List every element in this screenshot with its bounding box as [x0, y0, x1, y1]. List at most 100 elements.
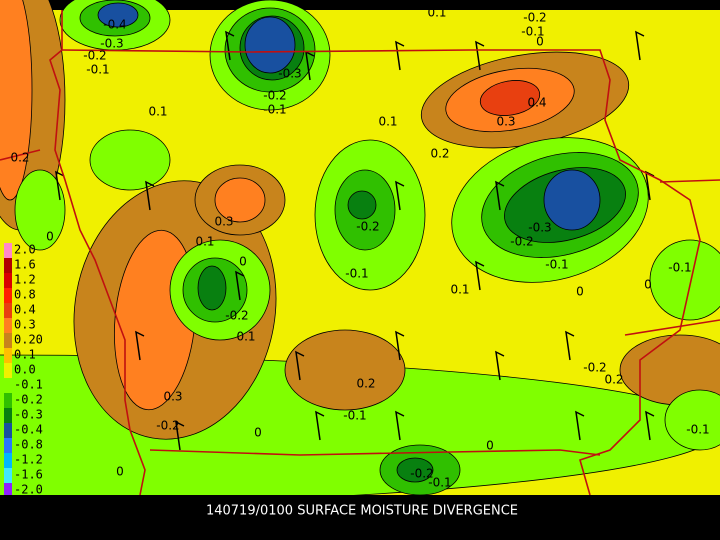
- color-label: -1.2: [14, 453, 43, 467]
- color-swatch: [4, 288, 12, 303]
- contour-label: -0.2: [156, 419, 179, 433]
- contour-label: 0: [239, 255, 247, 269]
- color-label: 0.1: [14, 348, 36, 362]
- wind-barb: [475, 40, 485, 71]
- contour-region: [347, 190, 377, 220]
- color-swatch: [4, 273, 12, 288]
- contour-label: 0.2: [356, 377, 375, 391]
- contour-label: -0.1: [345, 267, 368, 281]
- contour-label: -0.1: [428, 476, 451, 490]
- wind-barb: [395, 410, 405, 441]
- contour-label: 0: [486, 439, 494, 453]
- contour-label: -0.1: [668, 261, 691, 275]
- contour-label: 0.3: [214, 215, 233, 229]
- color-swatch: [4, 363, 12, 378]
- contour-region: [197, 265, 227, 311]
- contour-label: -0.1: [86, 63, 109, 77]
- color-label: -0.1: [14, 378, 43, 392]
- color-label: -1.6: [14, 468, 43, 482]
- color-swatch: [4, 408, 12, 423]
- contour-label: 0: [644, 278, 652, 292]
- contour-label: 0.2: [604, 373, 623, 387]
- color-label: 0.8: [14, 288, 36, 302]
- contour-label: -0.2: [410, 467, 433, 481]
- color-swatch: [4, 258, 12, 273]
- wind-barb: [565, 330, 575, 361]
- color-label: -0.8: [14, 438, 43, 452]
- contour-fill: [0, 0, 720, 506]
- wind-barb: [315, 410, 325, 441]
- contour-label: 0: [576, 285, 584, 299]
- contour-label: 0.2: [430, 147, 449, 161]
- color-swatch: [4, 303, 12, 318]
- wind-barb: [135, 330, 145, 361]
- wind-barb: [575, 410, 585, 441]
- contour-label: 0.3: [163, 390, 182, 404]
- contour-label: 0.3: [496, 115, 515, 129]
- color-bar: 2.01.61.20.80.40.30.200.10.0-0.1-0.2-0.3…: [4, 243, 43, 498]
- contour-region: [664, 389, 720, 451]
- color-swatch: [4, 333, 12, 348]
- contour-label: -0.2: [225, 309, 248, 323]
- footer: [0, 495, 720, 540]
- wind-barb: [635, 30, 645, 61]
- color-swatch: [4, 318, 12, 333]
- contour-label: 0.2: [10, 151, 29, 165]
- color-swatch: [4, 243, 12, 258]
- contour-label: -0.1: [686, 423, 709, 437]
- wind-barb: [175, 420, 185, 451]
- color-label: 1.6: [14, 258, 36, 272]
- contour-label: 0: [46, 230, 54, 244]
- contour-label: -0.2: [523, 11, 546, 25]
- wind-barb: [645, 170, 655, 201]
- wind-barb: [145, 180, 155, 211]
- color-label: 0.0: [14, 363, 36, 377]
- contour-label: -0.1: [343, 409, 366, 423]
- contour-label: 0.1: [148, 105, 167, 119]
- contour-label: 0.1: [236, 330, 255, 344]
- contour-label: -0.3: [100, 37, 123, 51]
- contour-region: [0, 0, 33, 201]
- contour-label: 0.1: [427, 6, 446, 20]
- color-label: 0.20: [14, 333, 43, 347]
- contour-region: [89, 129, 171, 191]
- color-swatch: [4, 468, 12, 483]
- wind-barb: [225, 30, 235, 61]
- color-swatch: [4, 378, 12, 393]
- color-swatch: [4, 438, 12, 453]
- contour-label: 0.4: [527, 96, 546, 110]
- wind-barb: [495, 350, 505, 381]
- contour-label: 0.1: [378, 115, 397, 129]
- wind-barb: [475, 260, 485, 291]
- wind-barb: [235, 270, 245, 301]
- contour-label: 0: [536, 35, 544, 49]
- wind-barb: [645, 410, 655, 441]
- contour-region: [214, 177, 266, 223]
- color-label: 1.2: [14, 273, 36, 287]
- contour-region: [479, 80, 541, 116]
- color-swatch: [4, 483, 12, 498]
- contour-label: -0.4: [103, 18, 126, 32]
- color-swatch: [4, 348, 12, 363]
- state-borders: [0, 10, 720, 496]
- contour-label: 0.1: [195, 235, 214, 249]
- contour-region: [284, 329, 406, 411]
- color-swatch: [4, 393, 12, 408]
- wind-barb: [395, 40, 405, 71]
- color-label: -0.3: [14, 408, 43, 422]
- contour-label: -0.2: [583, 361, 606, 375]
- contour-label: -0.3: [278, 67, 301, 81]
- wind-barb: [295, 350, 305, 381]
- color-label: -0.2: [14, 393, 43, 407]
- contour-region: [14, 169, 66, 251]
- contour-label: -0.3: [528, 221, 551, 235]
- color-swatch: [4, 453, 12, 468]
- contour-label: -0.2: [356, 220, 379, 234]
- contour-label: -0.2: [510, 235, 533, 249]
- color-label: -2.0: [14, 483, 43, 497]
- wind-barb: [395, 180, 405, 211]
- contour-region: [649, 239, 720, 321]
- contour-label: -0.1: [263, 103, 286, 117]
- color-label: 2.0: [14, 243, 36, 257]
